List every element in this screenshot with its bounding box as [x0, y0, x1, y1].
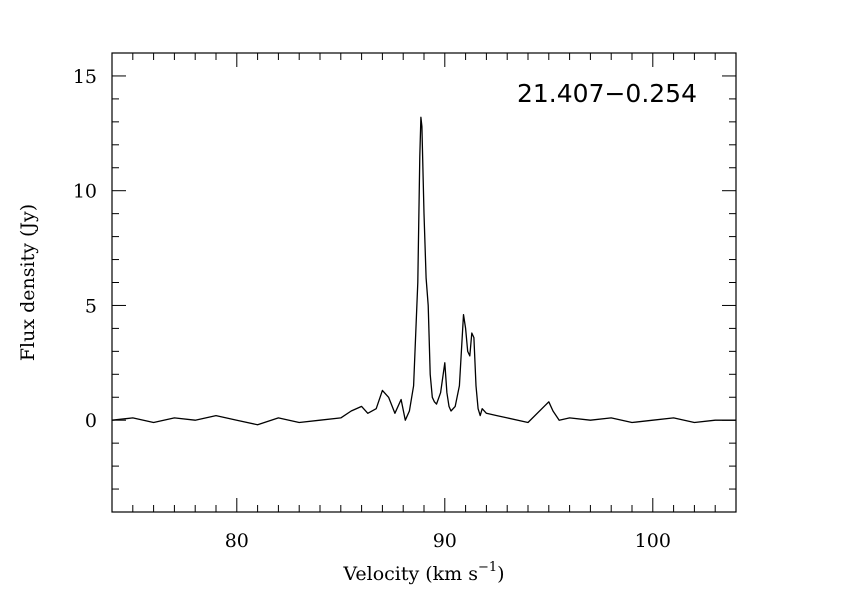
x-axis-label-close: ): [497, 563, 504, 585]
plot-frame: [111, 52, 737, 513]
spectrum-line: [111, 116, 736, 426]
tick-labels: 80 90 100 0 5 10 15: [73, 66, 671, 552]
plot-marks: [111, 116, 736, 426]
y-tick-label: 15: [73, 66, 97, 88]
source-annotation: 21.407−0.254: [517, 79, 697, 108]
y-axis-label: Flux density (Jy): [17, 204, 39, 361]
x-axis-label: Velocity (km s−1): [342, 560, 504, 585]
y-tick-label: 5: [85, 295, 97, 317]
y-tick-label: 10: [73, 181, 97, 203]
y-tick-label: 0: [85, 410, 97, 432]
x-axis-label-main: Velocity (km s: [342, 563, 478, 585]
x-axis-label-superscript: −1: [478, 560, 497, 575]
x-tick-label: 90: [433, 530, 457, 552]
x-tick-label: 100: [635, 530, 671, 552]
x-tick-label: 80: [225, 530, 249, 552]
axis-ticks: [111, 52, 737, 513]
